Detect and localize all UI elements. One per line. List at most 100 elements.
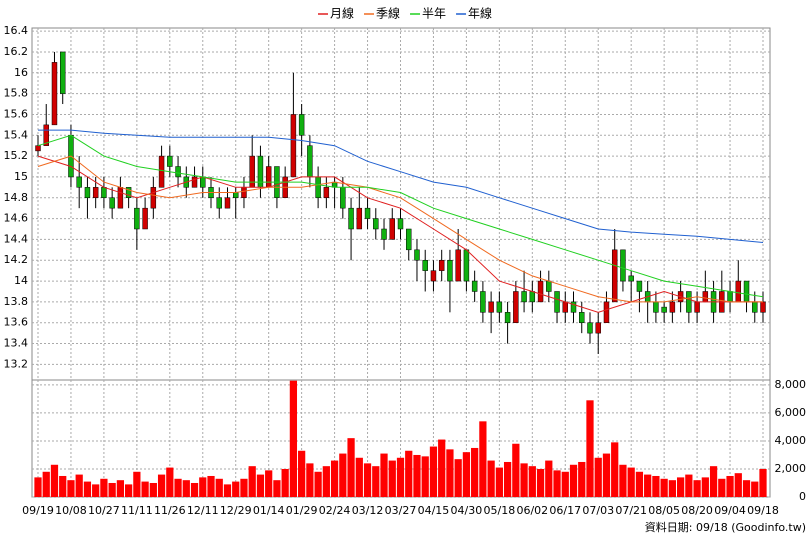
- x-tick-label: 02/24: [319, 504, 351, 517]
- y-tick-label: 15.8: [4, 87, 29, 100]
- volume-bar: [108, 482, 116, 497]
- volume-bar: [248, 466, 256, 497]
- volume-bar: [660, 478, 668, 497]
- moving-average-line: [37, 155, 763, 313]
- x-tick-label: 11/11: [121, 504, 153, 517]
- volume-bar: [512, 443, 520, 497]
- x-tick-label: 04/15: [418, 504, 450, 517]
- volume-bar: [207, 475, 215, 497]
- candle-body: [125, 187, 132, 199]
- candle-body: [496, 301, 503, 313]
- volume-bar: [726, 475, 734, 497]
- volume-bar: [520, 463, 528, 497]
- volume-bar: [265, 470, 273, 497]
- legend-label: 年線: [468, 6, 492, 21]
- volume-bar: [438, 439, 446, 497]
- candle-body: [694, 301, 700, 313]
- candle-body: [653, 301, 659, 313]
- candle-body: [397, 218, 404, 230]
- candle-body: [760, 301, 766, 313]
- volume-bar: [347, 438, 355, 497]
- x-tick-label: 06/02: [516, 504, 548, 517]
- y2-tick-label: 8,000: [775, 378, 807, 391]
- candle-body: [158, 155, 165, 188]
- candle-body: [356, 207, 363, 230]
- volume-bar: [594, 457, 602, 497]
- y-tick-label: 14.8: [4, 191, 29, 204]
- volume-bar: [100, 478, 108, 497]
- y-tick-label: 15.6: [4, 107, 29, 120]
- volume-bar: [561, 471, 569, 497]
- y-tick-label: 15.2: [4, 149, 29, 162]
- volume-bar: [116, 480, 125, 497]
- volume-bar: [487, 460, 495, 497]
- candle-body: [307, 145, 313, 178]
- candle-body: [669, 301, 676, 313]
- x-tick-label: 03/27: [385, 504, 417, 517]
- x-tick-label: 11/26: [154, 504, 186, 517]
- volume-bar: [751, 481, 759, 497]
- x-tick-label: 03/12: [352, 504, 384, 517]
- candle-body: [109, 197, 115, 209]
- candle-body: [579, 312, 585, 323]
- volume-bar: [421, 456, 429, 497]
- y-tick-label: 16.4: [4, 24, 29, 37]
- candle-body: [298, 114, 305, 136]
- candle-body: [562, 301, 568, 313]
- candle-body: [727, 291, 733, 303]
- candle-body: [406, 228, 412, 251]
- candle-body: [422, 259, 428, 271]
- y-tick-label: 13.6: [4, 316, 29, 329]
- volume-bar: [306, 463, 314, 497]
- y-tick-label: 13.2: [4, 357, 29, 370]
- volume-bar: [742, 480, 751, 497]
- volume-bar: [528, 466, 536, 497]
- volume-bar: [652, 475, 660, 497]
- legend-label: 半年: [422, 7, 446, 21]
- candle-body: [175, 166, 181, 178]
- candle-body: [570, 301, 577, 313]
- candle-body: [216, 197, 222, 209]
- moving-average-line: [37, 155, 763, 303]
- x-tick-label: 10/08: [55, 504, 87, 517]
- y2-tick-label: 6,000: [775, 406, 807, 419]
- volume-bar: [635, 471, 644, 497]
- candle-body: [167, 155, 173, 167]
- candle-body: [381, 228, 387, 240]
- y-tick-label: 14.2: [4, 253, 29, 266]
- candle-body: [752, 301, 758, 313]
- volume-bar: [446, 449, 454, 497]
- volume-bar: [471, 447, 479, 497]
- candle-body: [504, 312, 511, 323]
- candle-body: [447, 259, 453, 282]
- candle-body: [414, 249, 420, 261]
- candle-body: [620, 249, 626, 282]
- candle-body: [323, 187, 330, 199]
- volume-bar: [553, 470, 561, 497]
- volume-bar: [503, 461, 512, 497]
- x-tick-label: 08/20: [681, 504, 713, 517]
- volume-bar: [734, 473, 742, 497]
- volume-bar: [693, 480, 701, 497]
- volume-bar: [256, 474, 265, 497]
- candle-body: [92, 187, 99, 199]
- candle-body: [743, 280, 750, 303]
- x-tick-label: 05/18: [484, 504, 516, 517]
- candle-body: [546, 280, 552, 292]
- volume-bar: [339, 453, 347, 497]
- volume-bar: [75, 474, 83, 497]
- volume-bar: [232, 481, 240, 497]
- candle-body: [364, 207, 371, 219]
- x-tick-label: 10/27: [88, 504, 120, 517]
- legend-label: 季線: [376, 6, 400, 21]
- candle-body: [603, 301, 610, 323]
- volume-bar: [355, 457, 363, 497]
- candle-body: [595, 322, 601, 334]
- candle-body: [290, 114, 297, 178]
- candle-body: [471, 280, 478, 292]
- candle-body: [554, 291, 560, 313]
- y-tick-label: 15.4: [4, 128, 29, 141]
- volume-bar: [569, 464, 578, 497]
- candle-body: [463, 249, 470, 282]
